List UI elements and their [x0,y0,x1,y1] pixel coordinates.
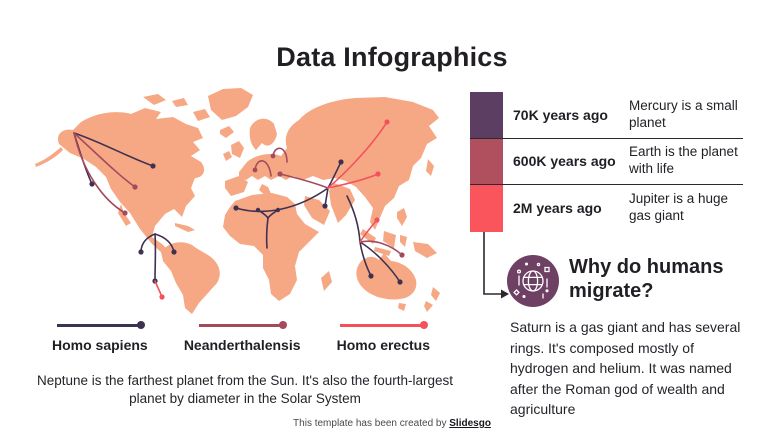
timeline-block-2m [470,185,503,233]
legend-item-homo-erectus: Homo erectus [337,319,430,353]
map-continents [35,88,440,314]
legend-label: Homo sapiens [52,336,148,353]
legend-item-neanderthalensis: Neanderthalensis [184,319,301,353]
footer-credit-text: This template has been created by [293,418,450,429]
timeline-block-600k [470,138,503,186]
timeline-time: 70K years ago [513,106,608,123]
legend-line-neanderthalensis [199,321,288,329]
timeline-time: 600K years ago [513,153,616,170]
map-legend: Homo sapiens Neanderthalensis Homo erect… [52,319,430,353]
migration-paths-homo-erectus [154,119,390,300]
slidesgo-link[interactable]: Slidesgo [449,418,491,429]
callout-heading: Why do humans migrate? [569,256,724,302]
migration-paths-neanderthalensis [73,132,405,258]
legend-line-homo-sapiens [56,321,145,329]
globe-icon-badge [507,255,559,307]
map-caption: Neptune is the farthest planet from the … [36,373,454,406]
connector-arrow [483,232,509,299]
timeline-row: 2M years ago Jupiter is a huge gas giant [470,185,743,232]
timeline-description: Earth is the planet with life [629,144,738,177]
page-title: Data Infographics [276,42,508,72]
world-migration-map [35,88,440,314]
timeline-description: Jupiter is a huge gas giant [629,191,729,224]
callout-body: Saturn is a gas giant and has several ri… [510,319,741,418]
legend-label: Neanderthalensis [183,336,301,353]
timeline: 70K years ago Mercury is a small planet … [470,92,743,232]
timeline-row: 70K years ago Mercury is a small planet [470,92,743,139]
timeline-time: 2M years ago [513,200,602,217]
legend-item-homo-sapiens: Homo sapiens [52,319,148,353]
timeline-row: 600K years ago Earth is the planet with … [470,139,743,185]
footer-credit: This template has been created by Slides… [0,418,784,429]
legend-line-homo-erectus [340,321,429,329]
timeline-color-bar [470,92,503,233]
globe-network-icon [513,262,550,299]
migration-paths-homo-sapiens [73,132,403,285]
legend-label: Homo erectus [336,336,430,353]
timeline-block-70k [470,92,503,139]
timeline-description: Mercury is a small planet [629,97,738,130]
